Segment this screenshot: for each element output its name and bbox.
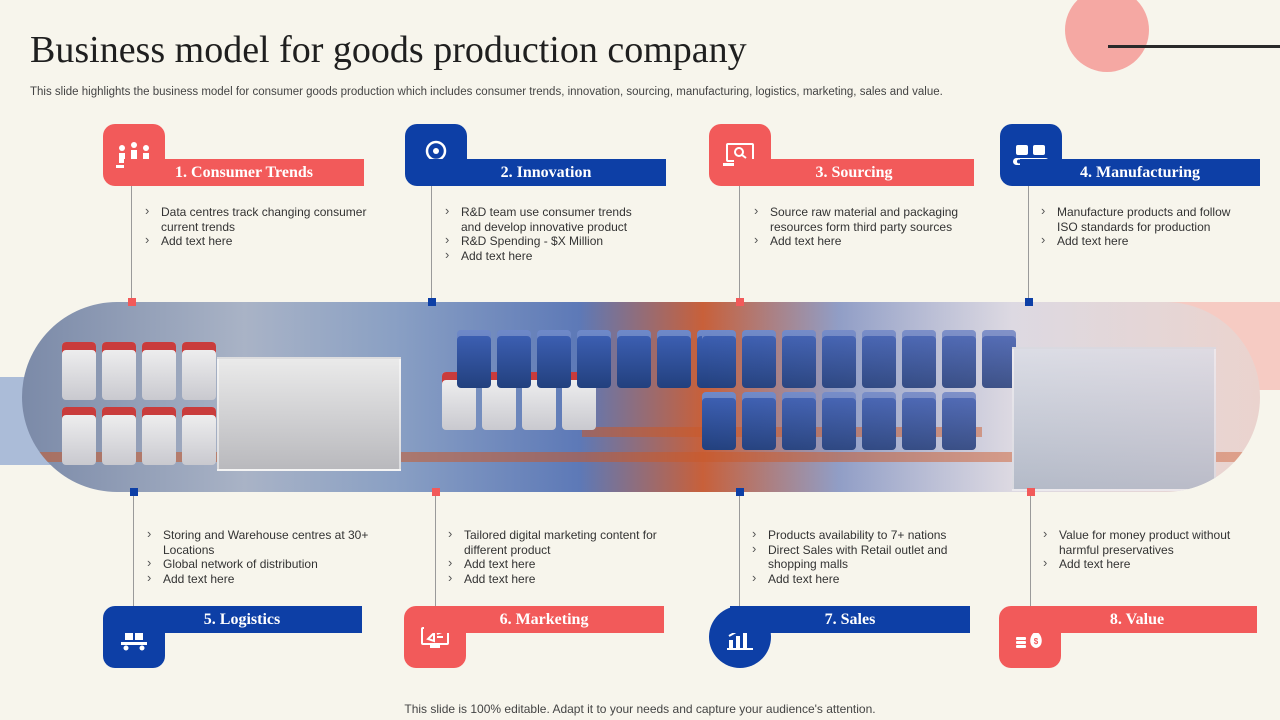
decorative-line [1108,45,1280,48]
value-points: Value for money product without harmful … [1041,527,1241,572]
list-item: Add text here [752,233,972,249]
list-item: Add text here [1039,233,1254,249]
list-item: Products availability to 7+ nations [750,527,970,543]
page-title: Business model for goods production comp… [30,29,747,71]
footer-note: This slide is 100% editable. Adapt it to… [404,702,876,716]
list-item: Add text here [443,248,653,264]
list-item: Data centres track changing consumer cur… [143,204,383,234]
list-item: Add text here [446,571,671,587]
logistics-points: Storing and Warehouse centres at 30+ Loc… [145,527,375,587]
list-item: Add text here [446,556,671,572]
warehouse-image [22,302,1260,492]
list-item: Add text here [1041,556,1241,572]
list-item: R&D team use consumer trends and develop… [443,204,653,234]
list-item: Global network of distribution [145,556,375,572]
list-item: Tailored digital marketing content for d… [446,527,671,557]
list-item: Manufacture products and follow ISO stan… [1039,204,1254,234]
step-logistics-label: 5. Logistics [122,606,362,633]
step-innovation-label: 2. Innovation [426,159,666,186]
page-subtitle: This slide highlights the business model… [30,86,943,98]
sourcing-points: Source raw material and packaging resour… [752,204,972,249]
list-item: Add text here [143,233,383,249]
list-item: Source raw material and packaging resour… [752,204,972,234]
list-item: Add text here [145,571,375,587]
step-sales-label: 7. Sales [730,606,970,633]
step-manufacturing-label: 4. Manufacturing [1020,159,1260,186]
decorative-circle [1065,0,1149,72]
list-item: Direct Sales with Retail outlet and shop… [750,542,970,572]
list-item: Storing and Warehouse centres at 30+ Loc… [145,527,375,557]
manufacturing-points: Manufacture products and follow ISO stan… [1039,204,1254,249]
step-consumer-trends-label: 1. Consumer Trends [124,159,364,186]
innovation-points: R&D team use consumer trends and develop… [443,204,653,264]
list-item: Value for money product without harmful … [1041,527,1241,557]
step-sourcing-label: 3. Sourcing [734,159,974,186]
list-item: R&D Spending - $X Million [443,233,653,249]
consumer-trends-points: Data centres track changing consumer cur… [143,204,383,249]
money-bag-icon: $ [1016,629,1042,648]
marketing-points: Tailored digital marketing content for d… [446,527,671,587]
list-item: Add text here [750,571,970,587]
step-marketing-label: 6. Marketing [424,606,664,633]
svg-text:$: $ [1034,637,1039,646]
sales-points: Products availability to 7+ nations Dire… [750,527,970,587]
step-value-label: 8. Value [1017,606,1257,633]
